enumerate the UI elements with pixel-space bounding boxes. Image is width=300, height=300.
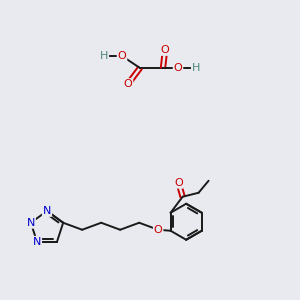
Text: N: N (43, 206, 51, 216)
Text: O: O (124, 79, 132, 89)
Text: O: O (118, 51, 126, 61)
Text: O: O (174, 178, 183, 188)
Text: H: H (100, 51, 108, 61)
Text: H: H (192, 63, 200, 73)
Text: O: O (160, 45, 169, 55)
Text: N: N (33, 237, 41, 247)
Text: N: N (27, 218, 35, 228)
Text: O: O (174, 63, 182, 73)
Text: O: O (154, 225, 163, 235)
